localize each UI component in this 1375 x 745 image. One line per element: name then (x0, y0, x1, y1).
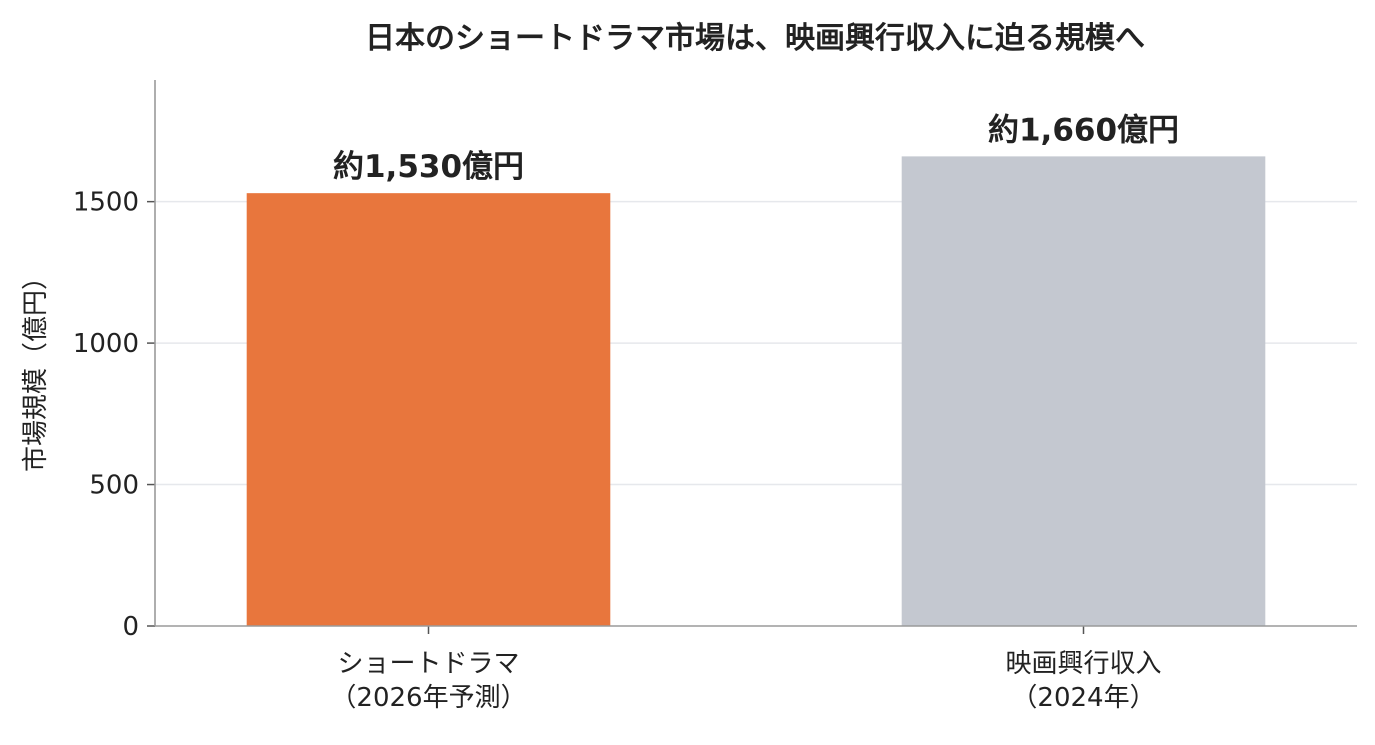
data-label: 約1,530億円 (333, 149, 524, 185)
y-axis-label: 市場規模（億円） (21, 264, 51, 472)
y-tick-label: 1000 (73, 329, 139, 359)
y-tick-label: 1500 (73, 188, 139, 218)
y-tick-label: 500 (89, 471, 139, 501)
x-tick-label: ショートドラマ (337, 649, 519, 679)
chart-title: 日本のショートドラマ市場は、映画興行収入に迫る規模へ (365, 21, 1145, 56)
axes: 0 500 1000 1500 ショートドラマ （2026年予測） 映画興行収入 （2024年… (73, 80, 1357, 713)
x-tick-label: （2024年） (1011, 683, 1155, 713)
x-tick-label: （2026年予測） (330, 683, 526, 713)
bar-1 (246, 193, 611, 626)
y-tick-label: 0 (122, 612, 139, 642)
bars: 約1,530億円 約1,660億円 (246, 112, 1266, 626)
data-label: 約1,660億円 (988, 112, 1179, 148)
bar-2 (901, 156, 1266, 626)
x-tick-label: 映画興行収入 (1005, 649, 1161, 679)
